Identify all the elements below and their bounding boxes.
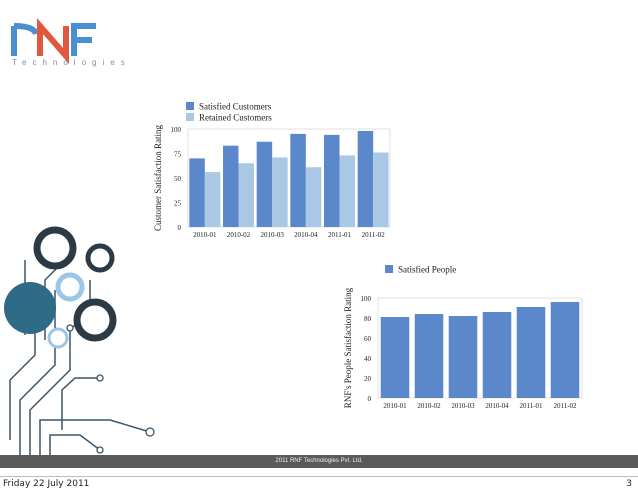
bar bbox=[414, 314, 444, 398]
x-tick-label: 2010-02 bbox=[227, 231, 251, 239]
x-tick-label: 2010-01 bbox=[193, 231, 217, 239]
logo-subtitle: Technologies bbox=[12, 58, 131, 67]
x-tick-label: 2010-04 bbox=[485, 402, 509, 410]
bar bbox=[223, 145, 239, 227]
bar bbox=[189, 158, 205, 227]
bar bbox=[238, 163, 254, 227]
bar bbox=[256, 141, 273, 227]
legend-swatch bbox=[186, 102, 194, 110]
x-tick-label: 2011-02 bbox=[362, 231, 386, 239]
y-tick-label: 0 bbox=[368, 395, 372, 403]
y-tick-label: 20 bbox=[364, 375, 372, 383]
x-tick-label: 2011-01 bbox=[519, 402, 543, 410]
y-tick-label: 60 bbox=[364, 335, 372, 343]
bar bbox=[448, 316, 478, 398]
bar bbox=[204, 172, 221, 227]
legend-label: Satisfied Customers bbox=[199, 102, 272, 112]
decorative-circuit-graphic bbox=[4, 226, 155, 455]
bar bbox=[339, 155, 355, 227]
bar bbox=[482, 312, 512, 398]
y-axis-label: Customer Satisfaction Rating bbox=[153, 125, 163, 231]
y-tick-label: 80 bbox=[364, 315, 372, 323]
y-tick-label: 50 bbox=[174, 175, 182, 183]
bar bbox=[272, 157, 288, 227]
print-date: Friday 22 July 2011 bbox=[3, 479, 90, 489]
x-tick-label: 2010-01 bbox=[383, 402, 407, 410]
y-axis-label: RNF's People Satisfaction Rating bbox=[343, 287, 353, 408]
x-tick-label: 2011-01 bbox=[328, 231, 352, 239]
legend-label: Satisfied People bbox=[398, 265, 456, 275]
legend-swatch bbox=[186, 113, 194, 121]
x-tick-label: 2010-03 bbox=[451, 402, 475, 410]
company-logo bbox=[11, 17, 96, 65]
y-tick-label: 25 bbox=[174, 200, 182, 208]
x-tick-label: 2010-04 bbox=[294, 231, 318, 239]
bar bbox=[516, 307, 546, 398]
print-divider bbox=[0, 476, 638, 477]
people-satisfaction-chart: Satisfied People RNF's People Satisfactio… bbox=[343, 265, 583, 410]
y-tick-label: 100 bbox=[171, 126, 182, 134]
bar bbox=[550, 302, 580, 398]
bar bbox=[357, 130, 374, 227]
x-tick-label: 2010-03 bbox=[260, 231, 284, 239]
plot-area bbox=[187, 128, 391, 228]
y-tick-label: 75 bbox=[174, 151, 182, 159]
legend-label: Retained Customers bbox=[199, 113, 272, 123]
slide: Technologies Satisfied Customers Retained… bbox=[0, 17, 638, 468]
y-tick-label: 100 bbox=[361, 295, 372, 303]
x-tick-label: 2011-02 bbox=[553, 402, 577, 410]
y-tick-label: 40 bbox=[364, 355, 372, 363]
bar bbox=[305, 167, 322, 227]
plot-area bbox=[377, 297, 583, 399]
bar bbox=[380, 317, 410, 398]
footer-copyright: 2011 RNF Technologies Pvt. Ltd. bbox=[275, 458, 363, 464]
bar bbox=[373, 152, 389, 227]
bar bbox=[290, 133, 306, 227]
x-tick-label: 2010-02 bbox=[417, 402, 441, 410]
page-number: 3 bbox=[626, 479, 632, 489]
bar bbox=[324, 134, 340, 227]
legend-swatch bbox=[385, 265, 393, 273]
footer-bar bbox=[0, 455, 638, 468]
y-tick-label: 0 bbox=[178, 224, 182, 232]
